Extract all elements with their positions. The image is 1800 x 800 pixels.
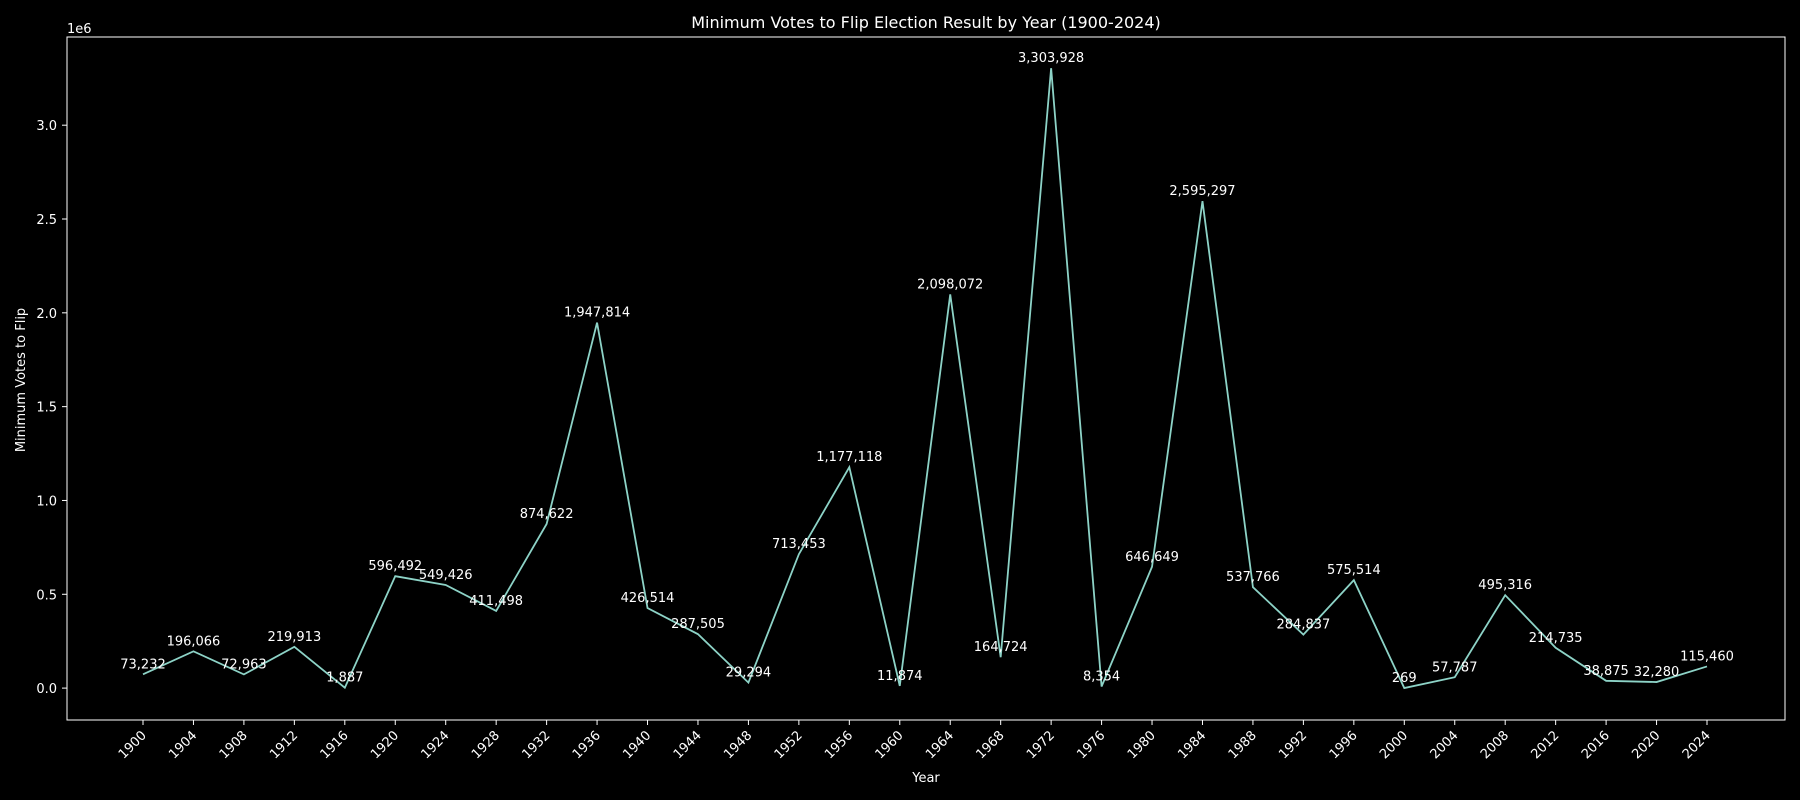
y-tick-label: 3.0 — [36, 119, 57, 134]
plot-frame — [66, 36, 1786, 721]
data-label: 1,177,118 — [816, 450, 882, 465]
data-label: 57,787 — [1432, 660, 1478, 675]
y-tick-label: 2.5 — [36, 213, 57, 228]
y-tick-label: 0.0 — [36, 682, 57, 697]
y-tick-label: 1.0 — [36, 494, 57, 509]
data-label: 29,294 — [726, 666, 772, 681]
data-label: 284,837 — [1277, 618, 1331, 633]
chart-title: Minimum Votes to Flip Election Result by… — [691, 13, 1161, 32]
data-label: 411,498 — [469, 594, 523, 609]
data-label: 1,887 — [326, 671, 363, 686]
y-tick-label: 2.0 — [36, 307, 57, 322]
y-axis-offset-label: 1e6 — [67, 22, 92, 37]
series-line — [142, 68, 1708, 690]
data-label: 596,492 — [368, 559, 422, 574]
y-axis-label: Minimum Votes to Flip — [14, 308, 29, 452]
data-label: 11,874 — [877, 669, 923, 684]
data-label: 72,963 — [221, 657, 267, 672]
data-label: 549,426 — [419, 568, 473, 583]
data-label: 38,875 — [1583, 664, 1629, 679]
data-label: 196,066 — [167, 634, 221, 649]
data-label: 73,232 — [120, 657, 166, 672]
y-tick-label: 0.5 — [36, 588, 57, 603]
data-label: 32,280 — [1634, 665, 1680, 680]
data-label: 874,622 — [520, 507, 574, 522]
data-label: 537,766 — [1226, 570, 1280, 585]
series-line-group — [142, 68, 1708, 690]
data-label: 164,724 — [974, 640, 1028, 655]
y-tick-label: 1.5 — [36, 401, 57, 416]
data-label: 214,735 — [1529, 631, 1583, 646]
data-label: 2,098,072 — [917, 277, 983, 292]
y-axis-ticks: 0.0 0.5 1.0 1.5 2.0 2.5 3.0 — [36, 119, 67, 697]
data-label: 8,354 — [1083, 670, 1120, 685]
data-label: 1,947,814 — [564, 306, 630, 321]
data-label: 495,316 — [1478, 578, 1532, 593]
data-label: 426,514 — [621, 591, 675, 606]
data-label: 219,913 — [267, 630, 321, 645]
data-label: 115,460 — [1680, 649, 1734, 664]
data-label: 287,505 — [671, 617, 725, 632]
data-label: 269 — [1392, 671, 1417, 686]
data-label: 646,649 — [1125, 550, 1179, 565]
data-label: 713,453 — [772, 537, 826, 552]
data-label: 575,514 — [1327, 563, 1381, 578]
data-label: 2,595,297 — [1169, 184, 1235, 199]
x-axis-label: Year — [911, 771, 940, 786]
data-label: 3,303,928 — [1018, 51, 1084, 66]
